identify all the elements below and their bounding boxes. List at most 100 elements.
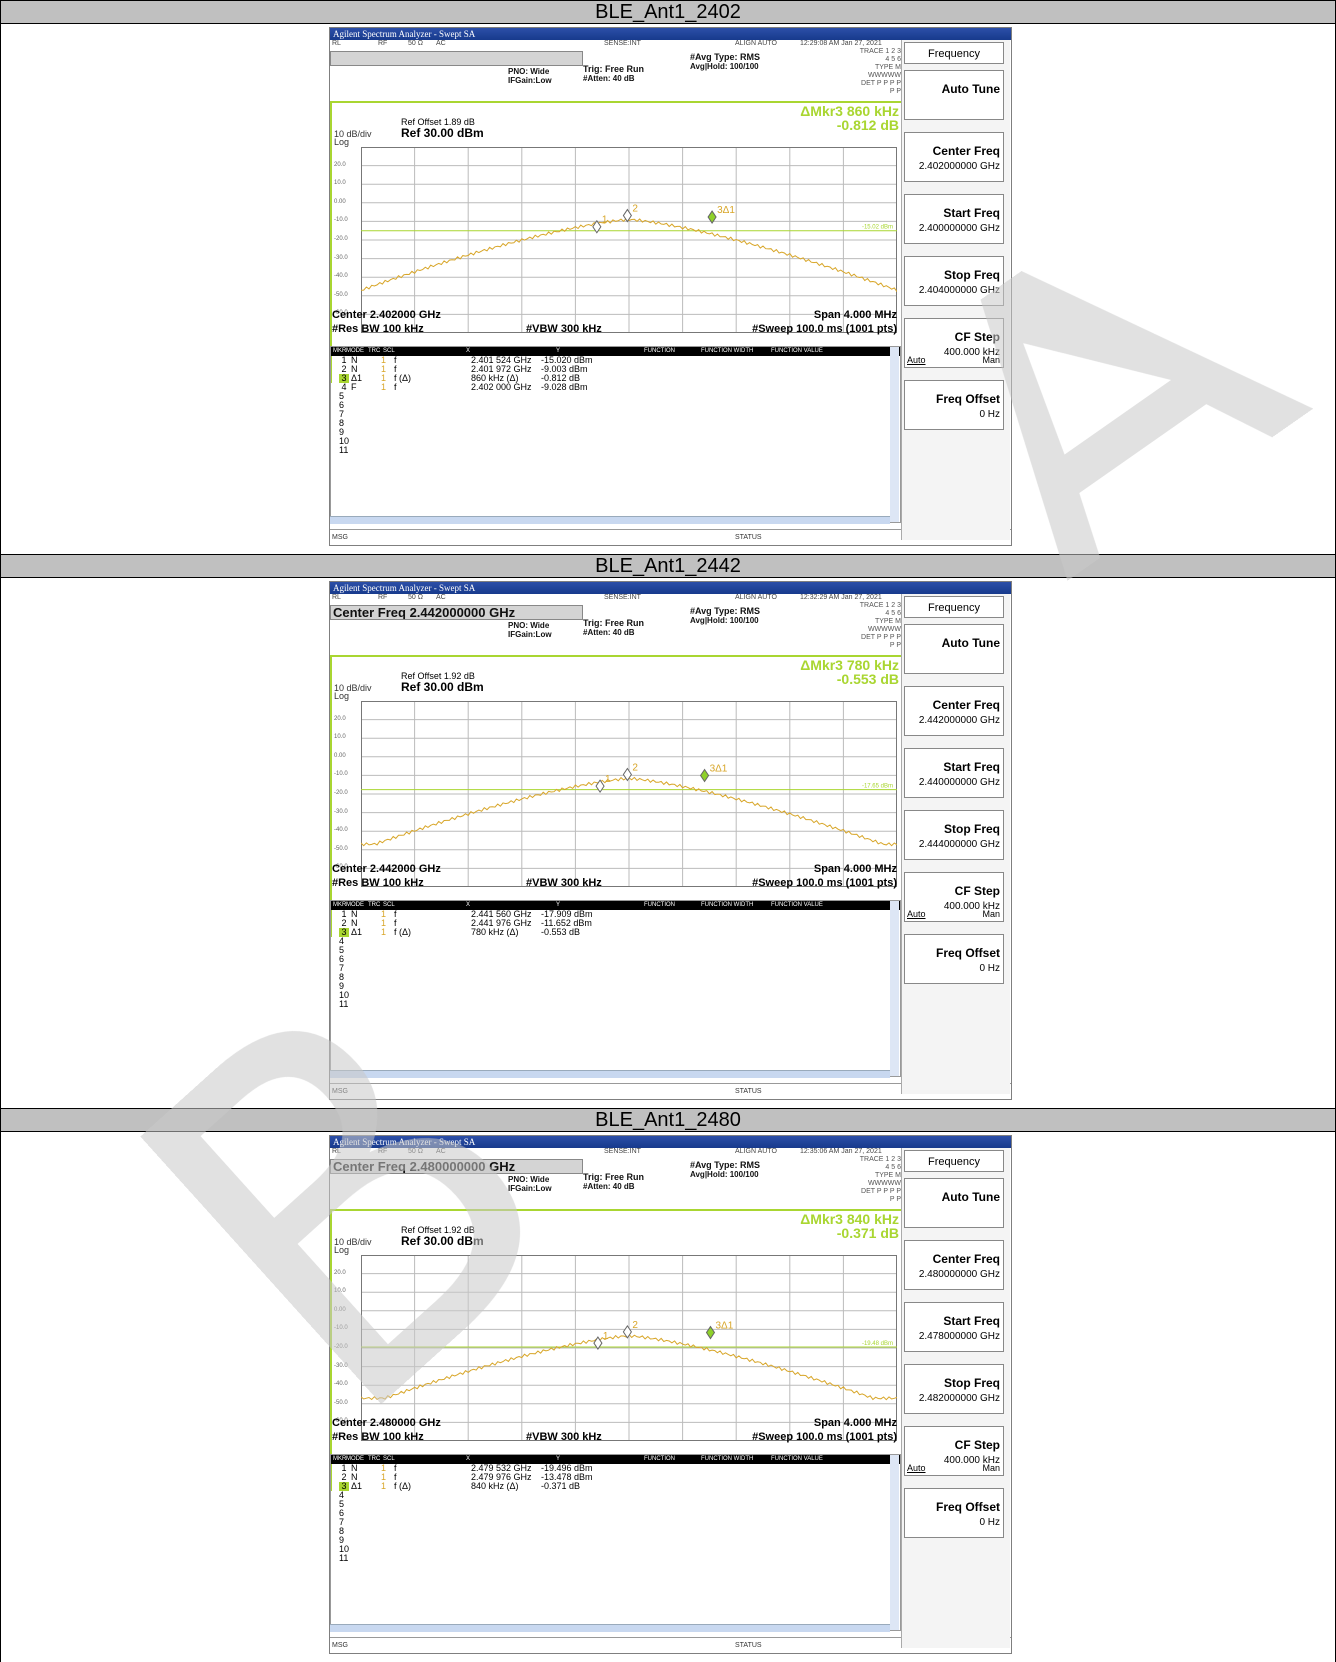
active-entry[interactable]: Center Freq 2.480000000 GHz <box>330 1159 583 1174</box>
active-entry[interactable] <box>330 51 583 66</box>
cf-step-key-value: 400.000 kHz <box>943 1455 1000 1466</box>
table-row[interactable]: 9 <box>331 982 900 991</box>
marker-number: 1 <box>341 909 347 919</box>
table-row[interactable]: 10 <box>331 991 900 1000</box>
span-value: Span 4.000 MHz <box>813 863 897 875</box>
type-label: TYPE M WWWWW <box>867 618 901 633</box>
spectrum-graticule: -17.65 dBm 1 2 3Δ1 <box>361 701 897 887</box>
settings-bar: RL RF 50 Ω AC SENSE:INT ALIGN AUTO 12:32:29 AM… <box>330 594 901 654</box>
stop-freq-key[interactable]: Stop Freq 2.404000000 GHz <box>904 256 1004 306</box>
setting-coupling: AC <box>436 40 446 47</box>
auto-man-toggle[interactable]: Auto Man <box>907 355 1000 365</box>
table-row[interactable]: 3 Δ1 1 f (Δ) 780 kHz (Δ) -0.553 dB <box>331 928 900 937</box>
horizontal-scrollbar[interactable] <box>330 1070 890 1078</box>
table-row[interactable]: 8 <box>331 973 900 982</box>
marker-y: -9.003 dBm <box>541 364 588 374</box>
cf-step-key[interactable]: CF Step 400.000 kHz Auto Man <box>904 318 1004 368</box>
table-row[interactable]: 5 <box>331 946 900 955</box>
freq-offset-key[interactable]: Freq Offset 0 Hz <box>904 934 1004 984</box>
y-tick-label: -30.0 <box>334 808 348 815</box>
marker-trace: 1 <box>381 1472 387 1482</box>
table-row[interactable]: 9 <box>331 428 900 437</box>
marker-number: 7 <box>339 409 345 419</box>
marker-number: 5 <box>339 945 345 955</box>
marker-readout-value: -0.553 dB <box>836 671 899 687</box>
center-freq-key[interactable]: Center Freq 2.480000000 GHz <box>904 1240 1004 1290</box>
auto-man-toggle[interactable]: Auto Man <box>907 909 1000 919</box>
table-row[interactable]: 11 <box>331 1000 900 1009</box>
stop-freq-key[interactable]: Stop Freq 2.482000000 GHz <box>904 1364 1004 1414</box>
spectrum-graticule: -19.48 dBm 1 2 3Δ1 <box>361 1255 897 1441</box>
auto-tune-key[interactable]: Auto Tune <box>904 1178 1004 1228</box>
table-row[interactable]: 11 <box>331 446 900 455</box>
table-row[interactable]: 6 <box>331 955 900 964</box>
msg-label: MSG <box>332 1088 348 1095</box>
marker-number: 5 <box>339 1499 345 1509</box>
ref-offset: Ref Offset 1.92 dB <box>401 671 475 681</box>
cf-step-key-label: CF Step <box>954 330 1000 344</box>
center-freq-key[interactable]: Center Freq 2.442000000 GHz <box>904 686 1004 736</box>
table-row[interactable]: 10 <box>331 1545 900 1554</box>
auto-tune-key[interactable]: Auto Tune <box>904 70 1004 120</box>
trace-info: TRACE 1 2 3 4 5 6 TYPE M WWWWW DET P P P P… <box>858 48 901 96</box>
setting-impedance: 50 Ω <box>408 40 423 47</box>
cf-step-key[interactable]: CF Step 400.000 kHz Auto Man <box>904 1426 1004 1476</box>
spectrum-analyzer-screen: Agilent Spectrum Analyzer - Swept SA RL RF… <box>329 581 1012 1100</box>
table-row[interactable]: 4 <box>331 937 900 946</box>
vertical-scrollbar[interactable] <box>890 901 899 1076</box>
atten-setting: #Atten: 40 dB <box>583 1182 635 1191</box>
table-row[interactable]: 5 <box>331 1500 900 1509</box>
table-row[interactable]: 8 <box>331 1527 900 1536</box>
table-row[interactable]: 10 <box>331 437 900 446</box>
marker-number: 2 <box>341 918 347 928</box>
vertical-scrollbar[interactable] <box>890 1455 899 1630</box>
table-row[interactable]: 3 Δ1 1 f (Δ) 860 kHz (Δ) -0.812 dB <box>331 374 900 383</box>
table-row[interactable]: 3 Δ1 1 f (Δ) 840 kHz (Δ) -0.371 dB <box>331 1482 900 1491</box>
marker-readout: ΔMkr3 860 kHz -0.812 dB <box>800 104 899 132</box>
auto-tune-key[interactable]: Auto Tune <box>904 624 1004 674</box>
table-row[interactable]: 8 <box>331 419 900 428</box>
setting-sense: SENSE:INT <box>604 40 641 47</box>
table-row[interactable]: 7 <box>331 410 900 419</box>
table-row[interactable]: 7 <box>331 964 900 973</box>
center-freq-key[interactable]: Center Freq 2.402000000 GHz <box>904 132 1004 182</box>
table-row[interactable]: 4 <box>331 1491 900 1500</box>
horizontal-scrollbar[interactable] <box>330 516 890 524</box>
marker-number: 5 <box>339 391 345 401</box>
cf-step-key[interactable]: CF Step 400.000 kHz Auto Man <box>904 872 1004 922</box>
auto-man-toggle[interactable]: Auto Man <box>907 1463 1000 1473</box>
horizontal-scrollbar[interactable] <box>330 1624 890 1632</box>
timestamp: 12:35:06 AM Jan 27, 2021 <box>800 1148 882 1155</box>
table-row[interactable]: 9 <box>331 1536 900 1545</box>
start-freq-key[interactable]: Start Freq 2.440000000 GHz <box>904 748 1004 798</box>
stop-freq-key-value: 2.444000000 GHz <box>918 839 1000 850</box>
table-row[interactable]: 6 <box>331 401 900 410</box>
table-row[interactable]: 11 <box>331 1554 900 1563</box>
marker-1-diamond <box>593 1336 603 1350</box>
spectrum-analyzer-screen: Agilent Spectrum Analyzer - Swept SA RL RF… <box>329 1135 1012 1654</box>
status-label: STATUS <box>735 1088 762 1095</box>
marker-number: 1 <box>341 355 347 365</box>
table-row[interactable]: 7 <box>331 1518 900 1527</box>
sweep-time: #Sweep 100.0 ms (1001 pts) <box>752 1431 897 1443</box>
start-freq-key[interactable]: Start Freq 2.400000000 GHz <box>904 194 1004 244</box>
freq-offset-key[interactable]: Freq Offset 0 Hz <box>904 1488 1004 1538</box>
type-label: TYPE M WWWWW <box>867 64 901 79</box>
active-entry[interactable]: Center Freq 2.442000000 GHz <box>330 605 583 620</box>
softkey-menu-title: Frequency <box>904 596 1004 618</box>
vertical-scrollbar[interactable] <box>890 347 899 522</box>
freq-offset-key[interactable]: Freq Offset 0 Hz <box>904 380 1004 430</box>
table-row[interactable]: 6 <box>331 1509 900 1518</box>
table-row[interactable]: 5 <box>331 392 900 401</box>
start-freq-key[interactable]: Start Freq 2.478000000 GHz <box>904 1302 1004 1352</box>
stop-freq-key[interactable]: Stop Freq 2.444000000 GHz <box>904 810 1004 860</box>
marker-number: 6 <box>339 1508 345 1518</box>
span-value: Span 4.000 MHz <box>813 309 897 321</box>
